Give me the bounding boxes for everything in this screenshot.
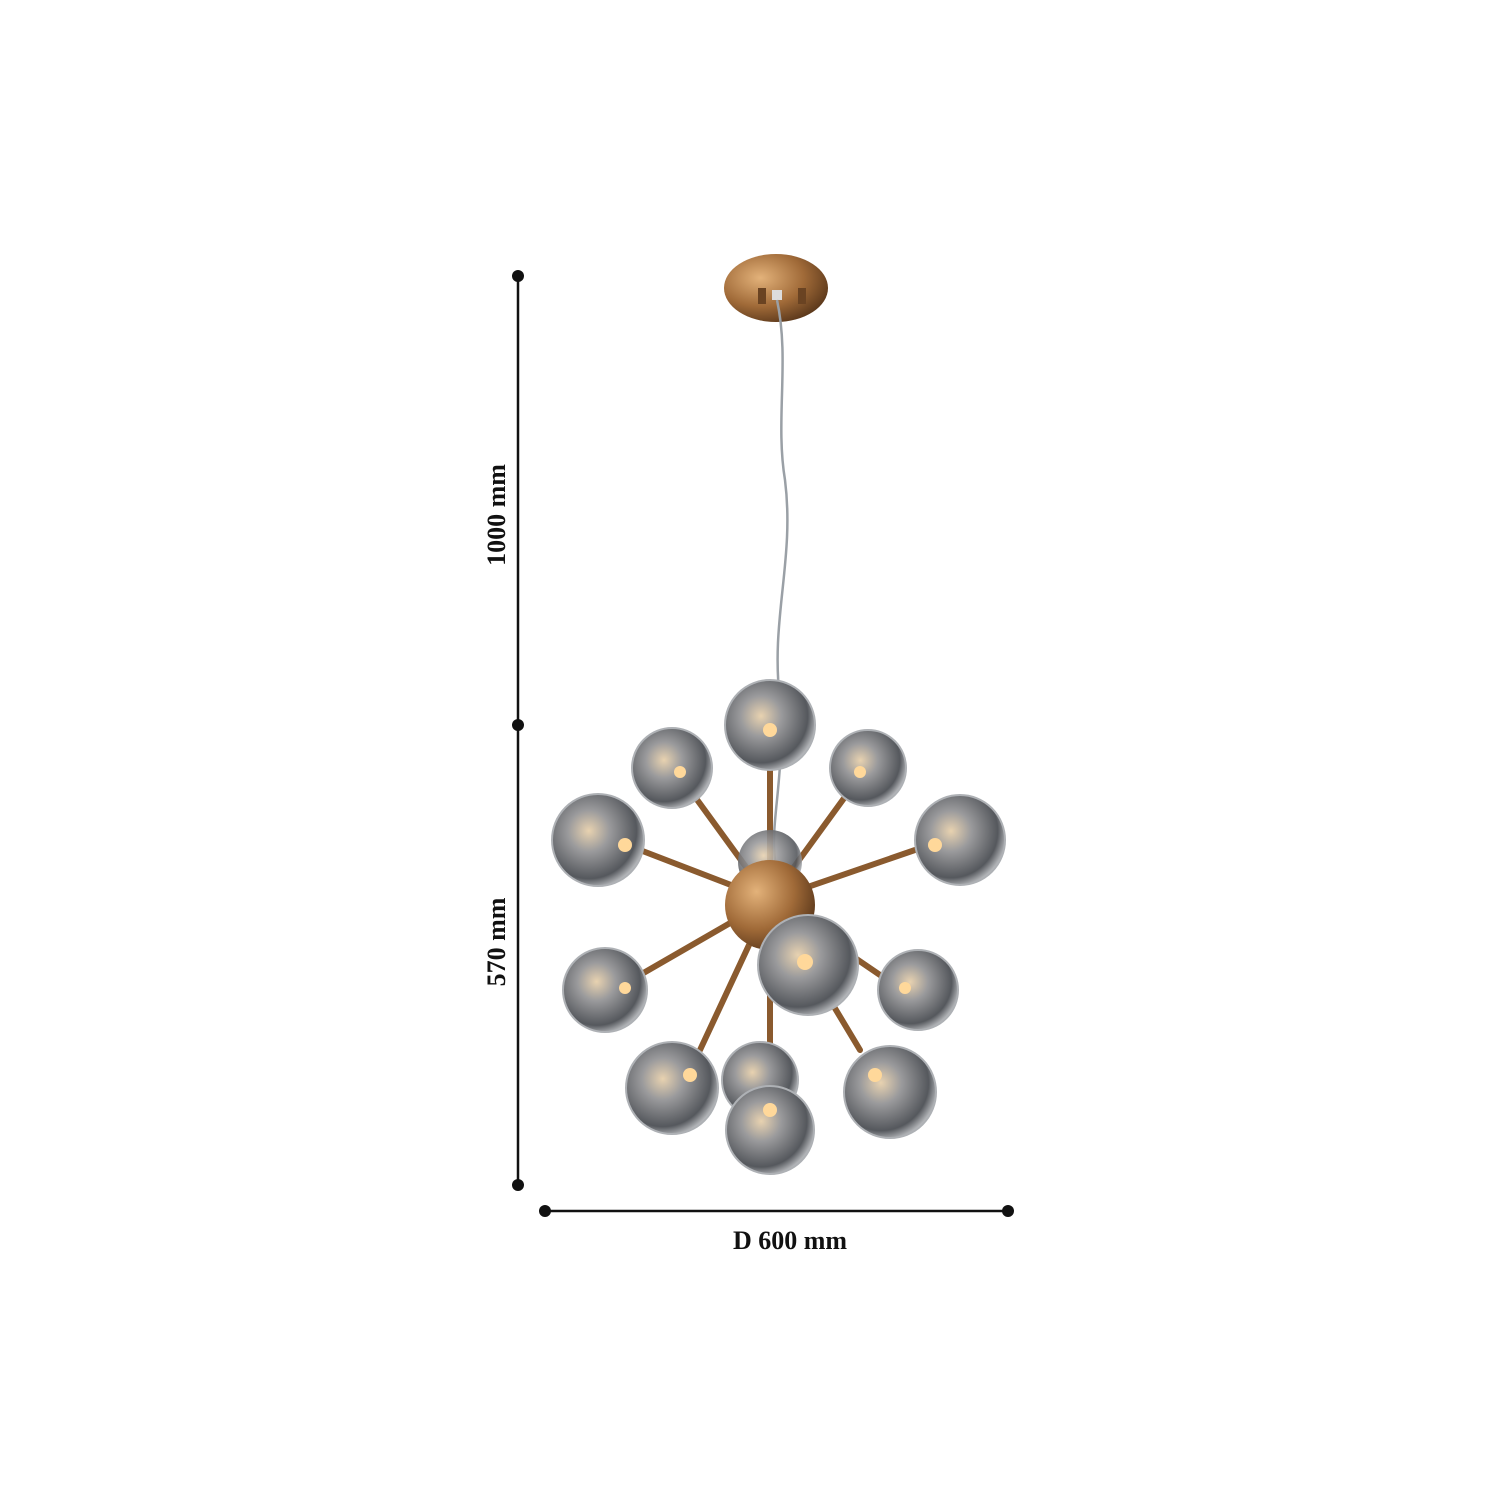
height-dimension-line [512,270,524,1191]
cord-length-label: 1000 mm [482,464,511,566]
suspension-cord [772,299,789,861]
diameter-dimension-line [539,1205,1014,1217]
body-height-label: 570 mm [482,897,511,986]
chandelier [551,679,1006,1175]
diameter-label: D 600 mm [733,1226,847,1255]
ceiling-canopy [724,254,828,322]
